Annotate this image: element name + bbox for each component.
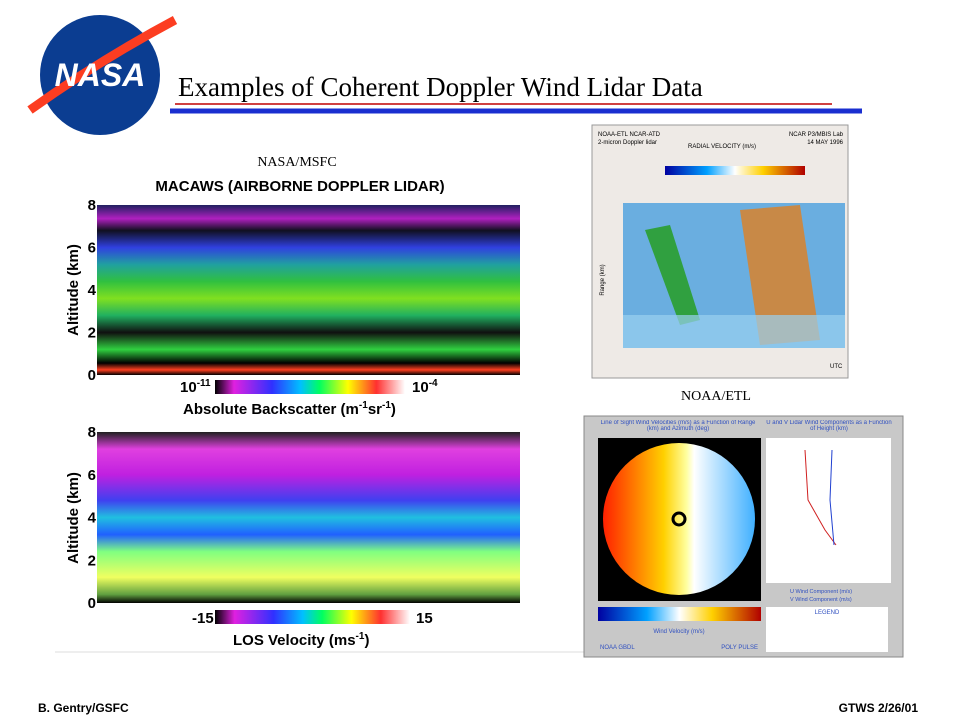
tick-label: 6 xyxy=(88,240,96,257)
scale-max: 15 xyxy=(416,610,433,627)
panel-title: MACAWS (AIRBORNE DOPPLER LIDAR) xyxy=(155,178,444,195)
tick-label: 8 xyxy=(88,197,96,214)
img-text: RADIAL VELOCITY (m/s) xyxy=(688,144,756,150)
axis-ticks: 0 2 4 6 8 xyxy=(88,424,97,612)
tick-label: 2 xyxy=(88,325,96,342)
tick-label: 4 xyxy=(88,510,97,527)
tick-label: 8 xyxy=(88,424,96,441)
u-profile xyxy=(804,449,837,546)
plot-feature xyxy=(645,225,700,325)
profile-plot xyxy=(766,438,891,583)
color-bar xyxy=(215,380,405,394)
tick-label: 0 xyxy=(88,367,96,384)
plot-feature xyxy=(740,205,820,345)
backscatter-plot xyxy=(97,205,520,375)
axis-ticks: 0 2 4 6 8 xyxy=(88,197,97,384)
scale-min: -15 xyxy=(192,610,214,627)
scale-label: Absolute Backscatter (m-1sr-1) xyxy=(183,400,396,418)
tick-label: 4 xyxy=(88,282,97,299)
img-text: U Wind Component (m/s) xyxy=(790,589,852,595)
plot-feature xyxy=(623,315,845,348)
img-text: NOAA-ETL NCAR-ATD xyxy=(598,132,661,138)
slide-title: Examples of Coherent Doppler Wind Lidar … xyxy=(178,72,703,102)
img-text: NOAA GBDL xyxy=(600,645,635,651)
v-profile xyxy=(829,449,835,546)
img-caption: Line of Sight Wind Velocities (m/s) as a… xyxy=(601,420,756,432)
source-label: NOAA/ETL xyxy=(681,389,751,404)
img-text: 14 MAY 1996 xyxy=(807,140,843,146)
img-text: 2-micron Doppler lidar xyxy=(598,140,657,146)
img-text: V Wind Component (m/s) xyxy=(790,597,852,603)
img-text: Wind Velocity (m/s) xyxy=(653,629,704,635)
tick-label: 0 xyxy=(88,595,96,612)
scale-max: 10-4 xyxy=(412,378,438,396)
footer-right: GTWS 2/26/01 xyxy=(839,701,919,715)
scale-min: 10-11 xyxy=(180,378,211,396)
img-text: UTC xyxy=(830,364,843,370)
img-caption: U and V Lidar Wind Components as a Funct… xyxy=(766,420,891,432)
logo-text: NASA xyxy=(55,57,146,93)
scale-label: LOS Velocity (ms-1) xyxy=(233,631,369,649)
img-text: NCAR P3/MBIS Lab xyxy=(789,132,844,138)
velocity-plot xyxy=(97,432,520,603)
tick-label: 6 xyxy=(88,467,96,484)
img-text: POLY PULSE xyxy=(721,645,758,651)
axis-label: Altitude (km) xyxy=(65,244,82,336)
nasa-logo: NASA xyxy=(27,15,178,135)
ppi-plot xyxy=(603,443,755,595)
footer-left: B. Gentry/GSFC xyxy=(38,701,129,715)
source-label: NASA/MSFC xyxy=(257,155,336,170)
tick-label: 2 xyxy=(88,552,96,569)
legend-box xyxy=(766,607,888,652)
img-text: LEGEND xyxy=(815,610,840,616)
ppi-center xyxy=(671,511,687,527)
color-bar xyxy=(665,166,805,175)
color-bar xyxy=(598,607,761,621)
color-bar xyxy=(215,610,410,624)
img-text: Range (km) xyxy=(600,264,606,295)
axis-label: Altitude (km) xyxy=(65,472,82,564)
